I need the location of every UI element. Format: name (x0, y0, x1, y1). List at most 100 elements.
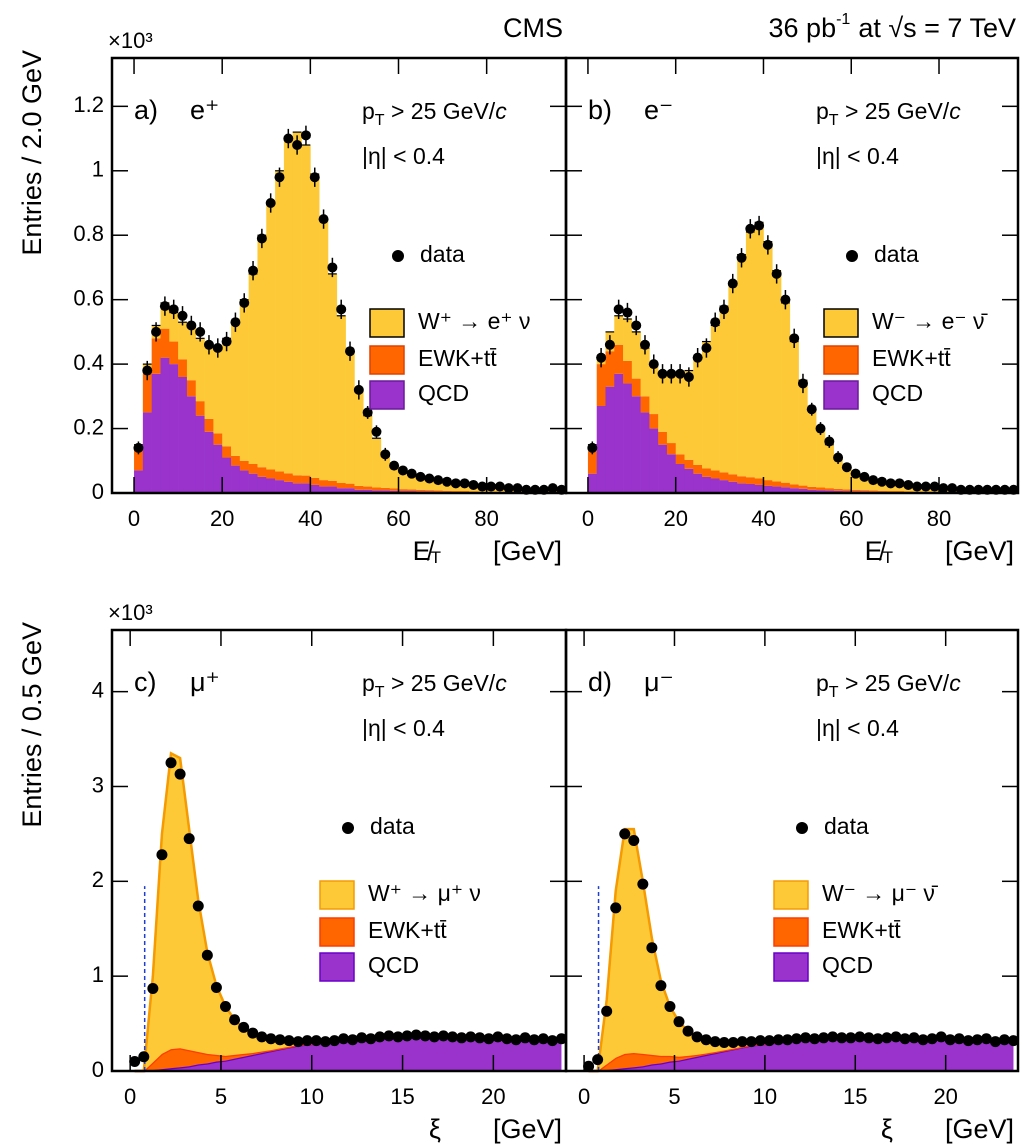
bar-segment (587, 473, 598, 493)
eta-cut: |η| < 0.4 (816, 143, 899, 169)
data-point (203, 339, 214, 350)
energy: at √s = 7 TeV (858, 13, 1016, 43)
data-point (292, 1036, 304, 1048)
data-point (745, 1036, 757, 1048)
data-point (256, 1031, 268, 1043)
pt-text: > 25 GeV/ (385, 670, 496, 696)
data-point (292, 140, 303, 150)
data-point (789, 333, 800, 344)
data-point (503, 483, 514, 494)
pt-text: > 25 GeV/ (839, 98, 950, 124)
x-tick-label: 10 (753, 1084, 777, 1109)
bar-segment (257, 467, 267, 477)
data-point (419, 1030, 431, 1042)
bar-segment (666, 373, 677, 444)
data-point (736, 1036, 748, 1048)
data-point (854, 1031, 866, 1043)
data-point (397, 465, 408, 476)
x-tick-label: 60 (386, 506, 410, 531)
data-point (474, 1032, 486, 1044)
data-point (797, 378, 808, 389)
pt-sub: T (375, 112, 385, 129)
bar-segment (257, 476, 267, 493)
x-axis-label: ξ (429, 1114, 441, 1144)
bar-segment (231, 465, 241, 493)
data-point (210, 982, 222, 994)
lumi: 36 pb (769, 13, 837, 43)
data-point (401, 1030, 413, 1042)
data-point (604, 339, 615, 350)
bar-segment (195, 401, 205, 416)
bar-segment (195, 415, 205, 493)
bar-segment (868, 490, 878, 492)
plot-frame (564, 56, 1020, 495)
pt-unit: c (495, 670, 507, 696)
bar-segment (631, 396, 641, 493)
data-point (700, 1034, 712, 1046)
x-tick-label: 80 (927, 506, 951, 531)
data-point (301, 1035, 313, 1047)
pt-cut: pT > 25 GeV/c (816, 670, 961, 701)
data-point (392, 1031, 404, 1043)
data-point (745, 223, 756, 234)
legend-label: data (370, 813, 415, 839)
panel (583, 827, 1019, 1073)
data-point (195, 326, 206, 337)
data-point (841, 462, 852, 473)
data-point (872, 1033, 884, 1045)
bar-segment (745, 477, 755, 484)
bar-segment (737, 254, 747, 477)
bar-segment (745, 483, 755, 493)
data-point (247, 1027, 259, 1039)
pt-symbol: p (816, 98, 829, 124)
bar-segment (292, 483, 302, 493)
bar-segment (380, 454, 390, 488)
data-point (138, 1051, 150, 1063)
particle: μ⁺ (190, 667, 220, 697)
x-tick-label: 20 (481, 1084, 505, 1109)
multiplier: ×10³ (108, 600, 153, 625)
legend-swatch (319, 880, 355, 910)
bar-segment (719, 472, 729, 481)
bar-segment (186, 325, 197, 381)
bar-segment (728, 481, 738, 493)
x-tick-label: 0 (582, 506, 594, 531)
x-tick-label: 0 (578, 1084, 590, 1109)
data-point (657, 368, 668, 379)
data-point (701, 343, 712, 353)
bar-segment (614, 344, 624, 374)
bar-segment (433, 490, 443, 492)
x-tick-label: 20 (933, 1084, 957, 1109)
bar-segment (469, 491, 479, 493)
area-fill (134, 753, 562, 1071)
bar-segment (781, 487, 791, 493)
eta-cut: |η| < 0.4 (362, 715, 445, 741)
bar-segment (345, 351, 355, 484)
data-point (953, 1033, 965, 1045)
data-point (920, 481, 931, 492)
data-point (809, 1033, 821, 1045)
bar-segment (195, 338, 205, 402)
bar-segment (239, 470, 249, 493)
panel-label: a) (134, 95, 158, 125)
bar-segment (728, 474, 738, 482)
data-point (428, 1031, 440, 1043)
bar-segment (310, 477, 320, 485)
bar-segment (816, 487, 826, 491)
bar-segment (833, 488, 843, 491)
bar-segment (737, 476, 747, 484)
data-point (528, 1034, 540, 1046)
data-point (845, 1032, 857, 1044)
data-point (165, 757, 177, 769)
bar-segment (345, 483, 355, 489)
legend-swatch (369, 345, 405, 375)
y-tick-label: 1 (92, 157, 104, 182)
data-point (338, 1033, 350, 1045)
bar-segment (640, 412, 650, 493)
bar-segment (710, 470, 720, 479)
bar-segment (745, 232, 755, 478)
legend-label: EWK+tt̄ (872, 345, 951, 371)
bar-segment (407, 489, 417, 492)
data-point (441, 476, 452, 487)
bar-segment (354, 485, 364, 490)
